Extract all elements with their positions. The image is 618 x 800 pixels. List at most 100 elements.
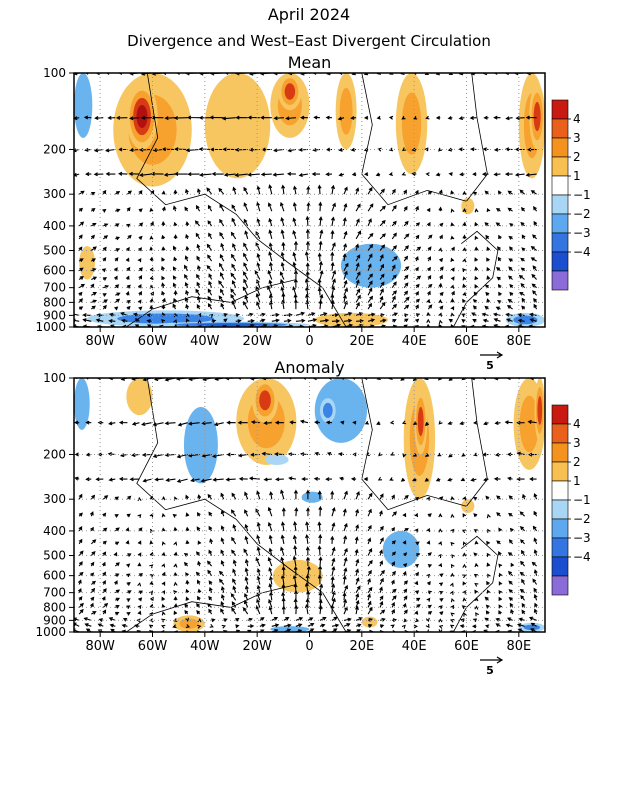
anom-vector-arrow xyxy=(243,599,249,608)
mean-vector-arrow xyxy=(427,274,432,280)
anom-vector-arrow xyxy=(196,526,201,532)
anom-vector-arrow xyxy=(391,595,397,601)
anom-vector-arrow xyxy=(496,495,501,500)
anom-contour-2 xyxy=(126,584,297,632)
anom-vector-arrow xyxy=(486,552,491,557)
anom-vector-arrow xyxy=(208,580,213,585)
mean-vector-arrow xyxy=(78,234,83,240)
mean-vector-arrow xyxy=(149,304,154,310)
anom-vector-arrow xyxy=(256,567,261,576)
mean-vector-arrow xyxy=(185,312,190,318)
anom-vector-arrow xyxy=(482,452,489,457)
mean-vector-arrow xyxy=(223,313,228,317)
mean-vector-arrow xyxy=(218,295,225,303)
anom-vector-arrow xyxy=(379,549,383,556)
anom-vector-arrow xyxy=(137,562,142,567)
mean-vector-arrow xyxy=(520,221,525,227)
anom-vector-arrow xyxy=(459,624,465,629)
mean-vector-arrow xyxy=(268,184,273,195)
anom-vector-arrow xyxy=(498,550,502,556)
mean-colorbar-cell xyxy=(551,175,569,196)
anom-vector-arrow xyxy=(172,624,177,629)
mean-vector-arrow xyxy=(195,232,201,240)
anom-vector-arrow xyxy=(459,421,465,426)
anom-vector-arrow xyxy=(507,476,513,481)
mean-vector-arrow xyxy=(484,190,489,195)
anom-vector-arrow xyxy=(226,420,236,425)
anom-vector-arrow xyxy=(78,538,83,545)
mean-vector-arrow xyxy=(403,266,410,272)
anom-vector-arrow xyxy=(197,588,202,593)
mean-vector-arrow xyxy=(450,298,455,303)
anom-vector-arrow xyxy=(402,512,407,518)
mean-vector-arrow xyxy=(78,258,84,262)
mean-vector-arrow xyxy=(496,276,501,281)
mean-vector-arrow xyxy=(114,298,121,303)
anom-vector-arrow xyxy=(520,560,526,567)
mean-vector-arrow xyxy=(184,281,189,288)
anom-vector-arrow xyxy=(330,490,335,500)
anom-vector-arrow xyxy=(496,512,501,517)
anom-vector-arrow xyxy=(319,583,324,593)
anom-vector-arrow xyxy=(220,549,225,556)
mean-vector-arrow xyxy=(195,288,201,296)
anom-vector-arrow xyxy=(330,604,335,615)
mean-vector-arrow xyxy=(356,318,365,323)
mean-vector-arrow xyxy=(280,216,285,227)
mean-vector-arrow xyxy=(330,251,335,262)
anom-vector-arrow xyxy=(505,623,513,628)
anom-vector-arrow xyxy=(220,492,225,500)
anom-y-tick-label: 600 xyxy=(43,569,66,583)
anom-convergence-region-4-level-1 xyxy=(382,530,420,569)
mean-y-tick-label: 400 xyxy=(43,219,66,233)
anom-vector-arrow xyxy=(415,618,420,623)
anom-vector-arrow xyxy=(90,494,96,500)
mean-vector-arrow xyxy=(256,253,261,262)
anom-vector-arrow xyxy=(173,541,178,546)
mean-vector-arrow xyxy=(115,115,128,120)
mean-colorbar-cell xyxy=(551,156,569,177)
anom-vector-arrow xyxy=(102,602,109,608)
anom-vector-arrow xyxy=(450,528,455,533)
anom-vector-arrow xyxy=(293,489,298,500)
mean-vector-arrow xyxy=(425,172,430,177)
mean-convergence-region-2-level-2 xyxy=(117,313,214,324)
mean-vector-arrow xyxy=(247,115,260,120)
mean-vector-arrow xyxy=(150,115,164,120)
mean-vector-arrow xyxy=(95,318,104,323)
anom-colorbar-cell xyxy=(551,480,569,501)
mean-vector-arrow xyxy=(184,264,189,271)
mean-vector-arrow xyxy=(519,189,525,195)
anom-vector-arrow xyxy=(271,623,280,628)
anom-vector-arrow xyxy=(519,511,525,517)
mean-vector-arrow xyxy=(293,240,298,251)
anom-vector-arrow xyxy=(498,589,503,595)
mean-vector-arrow xyxy=(295,318,306,323)
anom-vector-arrow xyxy=(187,421,200,426)
mean-vector-arrow xyxy=(376,115,381,120)
anom-vector-arrow xyxy=(450,572,455,577)
mean-divergence-region-1-level-4 xyxy=(136,105,148,128)
anom-vector-arrow xyxy=(268,598,273,608)
mean-vector-arrow xyxy=(194,220,201,227)
mean-vector-arrow xyxy=(102,208,107,213)
mean-colorbar-label: −1 xyxy=(573,188,591,202)
mean-vector-arrow xyxy=(256,201,261,212)
anom-vector-arrow xyxy=(532,525,538,532)
mean-vector-arrow xyxy=(379,281,385,289)
anom-vector-arrow xyxy=(379,586,383,593)
mean-vector-arrow xyxy=(482,318,489,323)
anom-x-tick-label: 60W xyxy=(138,639,168,654)
mean-vector-arrow xyxy=(403,205,408,212)
mean-vector-arrow xyxy=(521,297,526,303)
anom-vector-arrow xyxy=(207,603,212,608)
anom-vector-arrow xyxy=(354,548,359,556)
mean-vector-arrow xyxy=(305,262,310,271)
anom-vector-arrow xyxy=(416,597,421,602)
anom-vector-arrow xyxy=(77,588,82,593)
anom-vector-arrow xyxy=(415,496,420,501)
anom-vector-arrow xyxy=(326,451,333,456)
mean-vector-arrow xyxy=(286,171,296,176)
anom-vector-arrow xyxy=(78,493,83,500)
mean-vector-arrow xyxy=(318,201,323,212)
